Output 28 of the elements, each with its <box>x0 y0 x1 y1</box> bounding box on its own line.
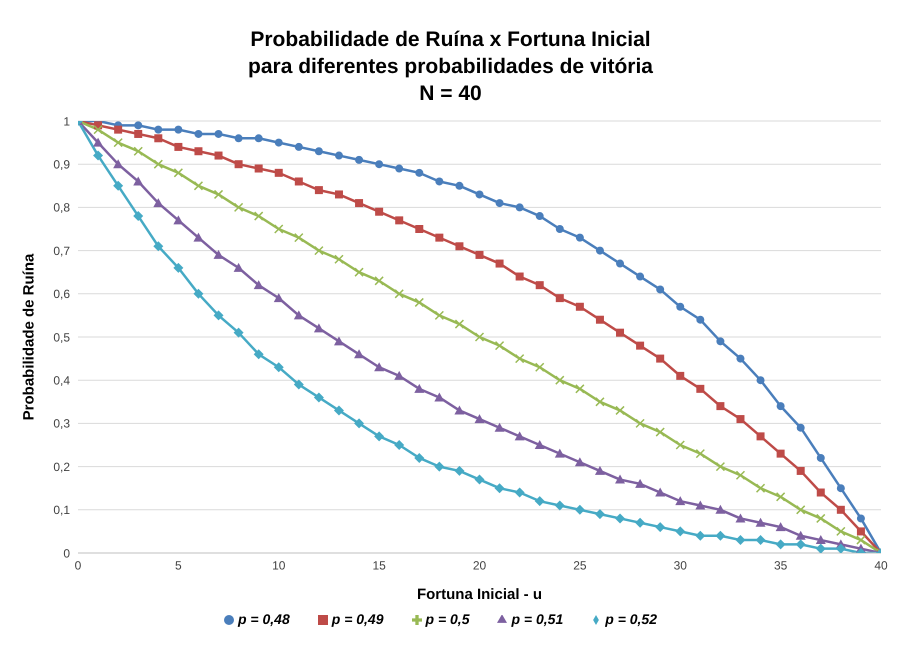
y-tick-label: 0,3 <box>53 416 70 431</box>
y-tick-label: 0,5 <box>53 330 70 344</box>
legend-label: p = 0,52 <box>605 611 658 627</box>
y-tick-label: 0,1 <box>53 503 70 518</box>
x-tick-label: 0 <box>74 558 82 573</box>
y-tick-label: 0 <box>63 546 70 560</box>
legend-label: p = 0,51 <box>511 611 564 627</box>
y-tick-label: 0,4 <box>53 373 70 388</box>
y-tick-label: 0,7 <box>53 244 70 258</box>
y-axis-title: Probabilidade de Ruína <box>20 253 38 420</box>
y-tick-label: 0,6 <box>53 287 70 302</box>
y-tick-label: 1 <box>63 114 70 128</box>
x-tick-label: 30 <box>674 558 688 573</box>
x-tick-label: 20 <box>472 558 486 573</box>
x-tick-label: 35 <box>774 558 788 573</box>
x-tick-label: 25 <box>573 558 587 573</box>
x-tick-label: 10 <box>272 558 286 573</box>
x-tick-label: 5 <box>175 558 182 573</box>
y-tick-label: 0,8 <box>53 200 70 215</box>
legend-label: p = 0,5 <box>426 611 470 627</box>
y-tick-label: 0,2 <box>53 460 70 474</box>
y-tick-label: 0,9 <box>53 157 70 172</box>
x-axis-title: Fortuna Inicial - u <box>416 586 542 603</box>
chart-title: Probabilidade de Ruína x Fortuna Inicial para diferentes probabilidades de vitória N = 40 <box>247 27 654 107</box>
legend-label: p = 0,48 <box>238 611 290 627</box>
legend-label: p = 0,49 <box>332 611 384 627</box>
x-tick-label: 40 <box>874 558 888 573</box>
x-tick-label: 15 <box>372 558 386 573</box>
